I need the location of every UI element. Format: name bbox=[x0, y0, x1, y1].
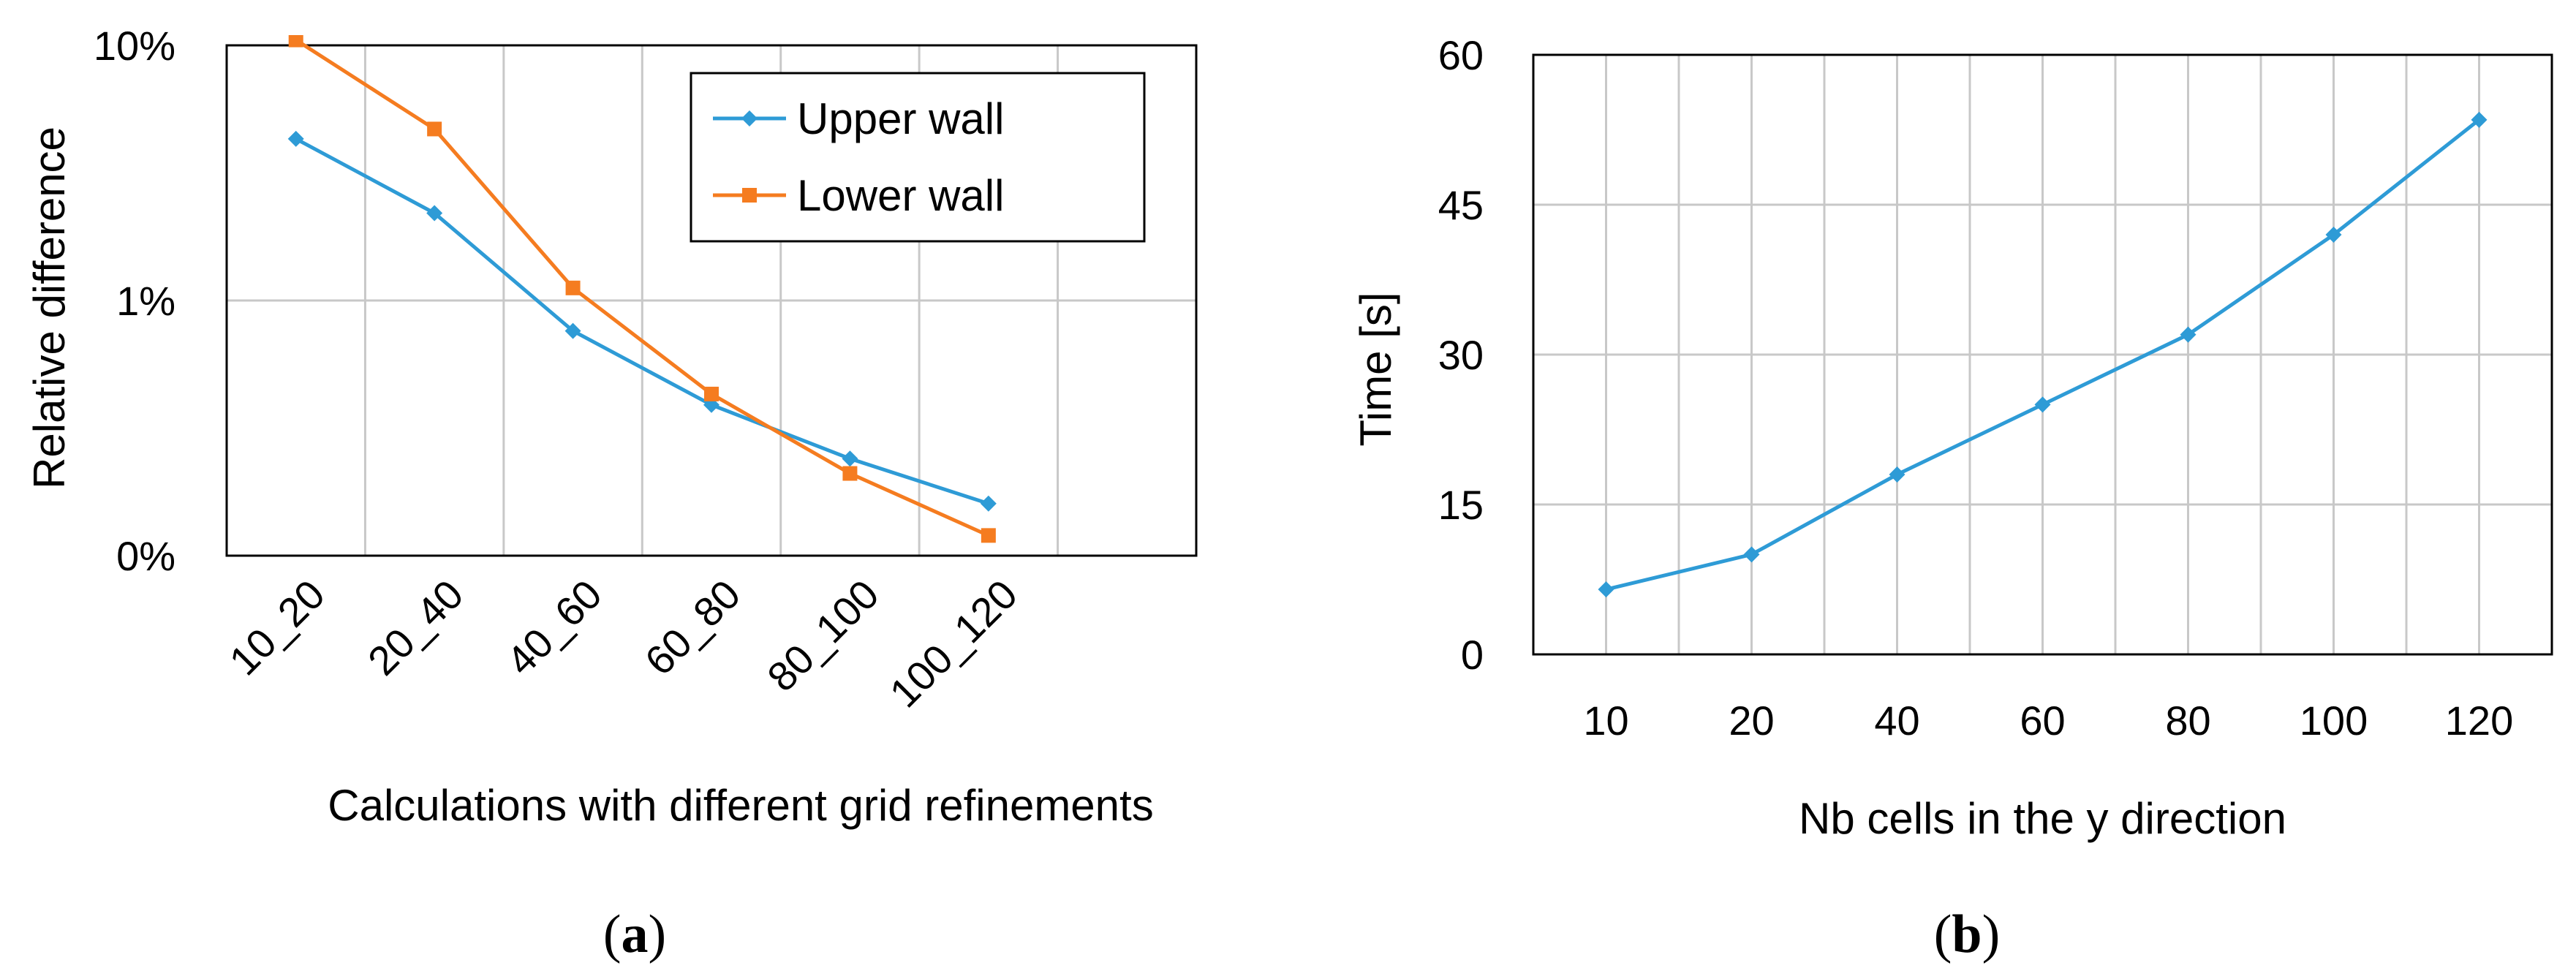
x-tick-label: 100_120 bbox=[880, 571, 1026, 717]
data-point bbox=[1743, 546, 1760, 563]
data-point bbox=[980, 495, 997, 512]
x-tick-label: 20_40 bbox=[359, 571, 472, 684]
x-tick-label: 80_100 bbox=[758, 571, 888, 700]
plot-frame bbox=[225, 44, 1198, 557]
y-tick-label: 45 bbox=[1438, 182, 1484, 228]
data-point bbox=[426, 205, 443, 222]
series-upper-wall bbox=[287, 130, 997, 512]
legend-entry: Upper wall bbox=[797, 94, 1004, 143]
y-tick-label: 0% bbox=[116, 533, 175, 579]
data-point bbox=[1889, 466, 1905, 483]
legend-entry: Lower wall bbox=[797, 171, 1004, 220]
y-tick-label: 30 bbox=[1438, 332, 1484, 378]
y-tick-label: 10% bbox=[94, 23, 175, 69]
data-point bbox=[287, 130, 304, 147]
y-tick-label: 60 bbox=[1438, 32, 1484, 78]
chart-b: 0 15 30 45 60 10 20 40 60 80 100 120 Nb cells in the… bbox=[1351, 32, 2553, 843]
x-tick-label: 10 bbox=[1583, 698, 1628, 744]
series-line bbox=[295, 137, 989, 506]
panel-letter-b: b bbox=[1952, 904, 1982, 964]
data-point bbox=[288, 35, 303, 48]
x-tick-label: 20 bbox=[1729, 698, 1774, 744]
y-tick-label: 15 bbox=[1438, 482, 1484, 528]
plot-frame bbox=[1532, 53, 2553, 656]
data-point bbox=[2471, 111, 2488, 128]
x-tick-label: 120 bbox=[2445, 698, 2513, 744]
x-tick-label: 100 bbox=[2300, 698, 2368, 744]
x-tick-label: 60_80 bbox=[636, 571, 749, 684]
x-tick-label: 80 bbox=[2165, 698, 2210, 744]
chart-a: 10% 1% 0% 10_20 20_40 40_60 60_80 80_100100_120… bbox=[25, 23, 1198, 830]
y-axis-title: Relative difference bbox=[25, 126, 74, 489]
x-tick-label: 40_60 bbox=[497, 571, 611, 684]
panel-label-b: (b) bbox=[1934, 904, 2000, 964]
series-lower-wall bbox=[288, 35, 996, 543]
data-point bbox=[427, 121, 442, 137]
x-tick-label: 40 bbox=[1874, 698, 1919, 744]
y-axis-title: Time [s] bbox=[1351, 292, 1400, 446]
legend-marker bbox=[742, 188, 757, 203]
data-point bbox=[2325, 227, 2342, 243]
x-axis-title: Nb cells in the y direction bbox=[1799, 794, 2286, 843]
y-tick-label: 0 bbox=[1461, 632, 1484, 678]
x-axis-title: Calculations with different grid refinem… bbox=[328, 781, 1153, 830]
series-time bbox=[1598, 111, 2488, 598]
data-point bbox=[1598, 581, 1614, 598]
data-point bbox=[2034, 396, 2051, 413]
series-line bbox=[295, 38, 989, 537]
panel-letter-a: a bbox=[622, 904, 649, 964]
data-point bbox=[565, 280, 581, 295]
data-point bbox=[981, 528, 996, 543]
data-point bbox=[842, 466, 858, 481]
data-point bbox=[2180, 326, 2197, 343]
legend-marker bbox=[741, 110, 758, 126]
data-point bbox=[564, 322, 581, 339]
data-point bbox=[704, 386, 719, 401]
y-tick-label: 1% bbox=[116, 278, 175, 324]
legend: Upper wall Lower wall bbox=[690, 72, 1146, 243]
panel-label-a: (a) bbox=[603, 904, 666, 964]
data-point bbox=[842, 450, 858, 467]
x-tick-label: 60 bbox=[2020, 698, 2065, 744]
x-tick-label: 10_20 bbox=[220, 571, 333, 684]
legend-box bbox=[690, 72, 1146, 243]
